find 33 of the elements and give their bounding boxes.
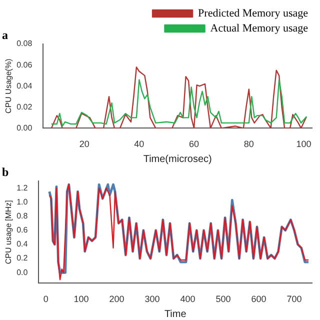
y-tick-label: 0.0 [16, 268, 28, 277]
y-tick-label: 0.6 [16, 226, 28, 235]
x-tick-label: 0 [43, 294, 48, 304]
y-axis-title: CPU usage [MHz] [4, 200, 14, 264]
x-tick-label: 40 [134, 139, 144, 150]
x-tick-label: 80 [244, 139, 254, 150]
y-tick-label: 1.0 [16, 197, 28, 206]
x-tick-label: 500 [216, 294, 231, 304]
x-tick-label: 400 [180, 294, 196, 304]
x-tick-label: 20 [79, 139, 90, 150]
y-tick-label: 0.04 [16, 81, 33, 90]
y-tick-label: 1.2 [16, 183, 28, 192]
y-tick-label: 0.8 [16, 211, 28, 220]
x-tick-label: 100 [74, 294, 89, 304]
x-axis-title: Time(microsec) [143, 154, 212, 165]
legend-label: Actual Memory usage [210, 22, 308, 34]
x-tick-label: 60 [189, 139, 200, 150]
y-tick-label: 0.2 [16, 254, 28, 263]
legend-label: Predicted Memory usage [198, 7, 308, 20]
y-axis-title: CPU Usage(%) [4, 58, 14, 114]
x-tick-label: 600 [251, 294, 266, 304]
y-tick-label: 0.08 [16, 39, 33, 48]
y-tick-label: 0.02 [16, 102, 33, 112]
text: a [2, 28, 8, 42]
x-tick-label: 700 [286, 294, 302, 304]
x-tick-label: 200 [109, 294, 124, 304]
x-axis-title: Time [164, 308, 187, 320]
text: b [2, 165, 9, 180]
x-tick-label: 100 [296, 139, 312, 150]
x-tick-label: 300 [144, 294, 160, 304]
y-tick-label: 0.06 [16, 60, 33, 70]
y-tick-label: 0.00 [16, 123, 33, 132]
y-tick-label: 0.4 [16, 240, 28, 249]
